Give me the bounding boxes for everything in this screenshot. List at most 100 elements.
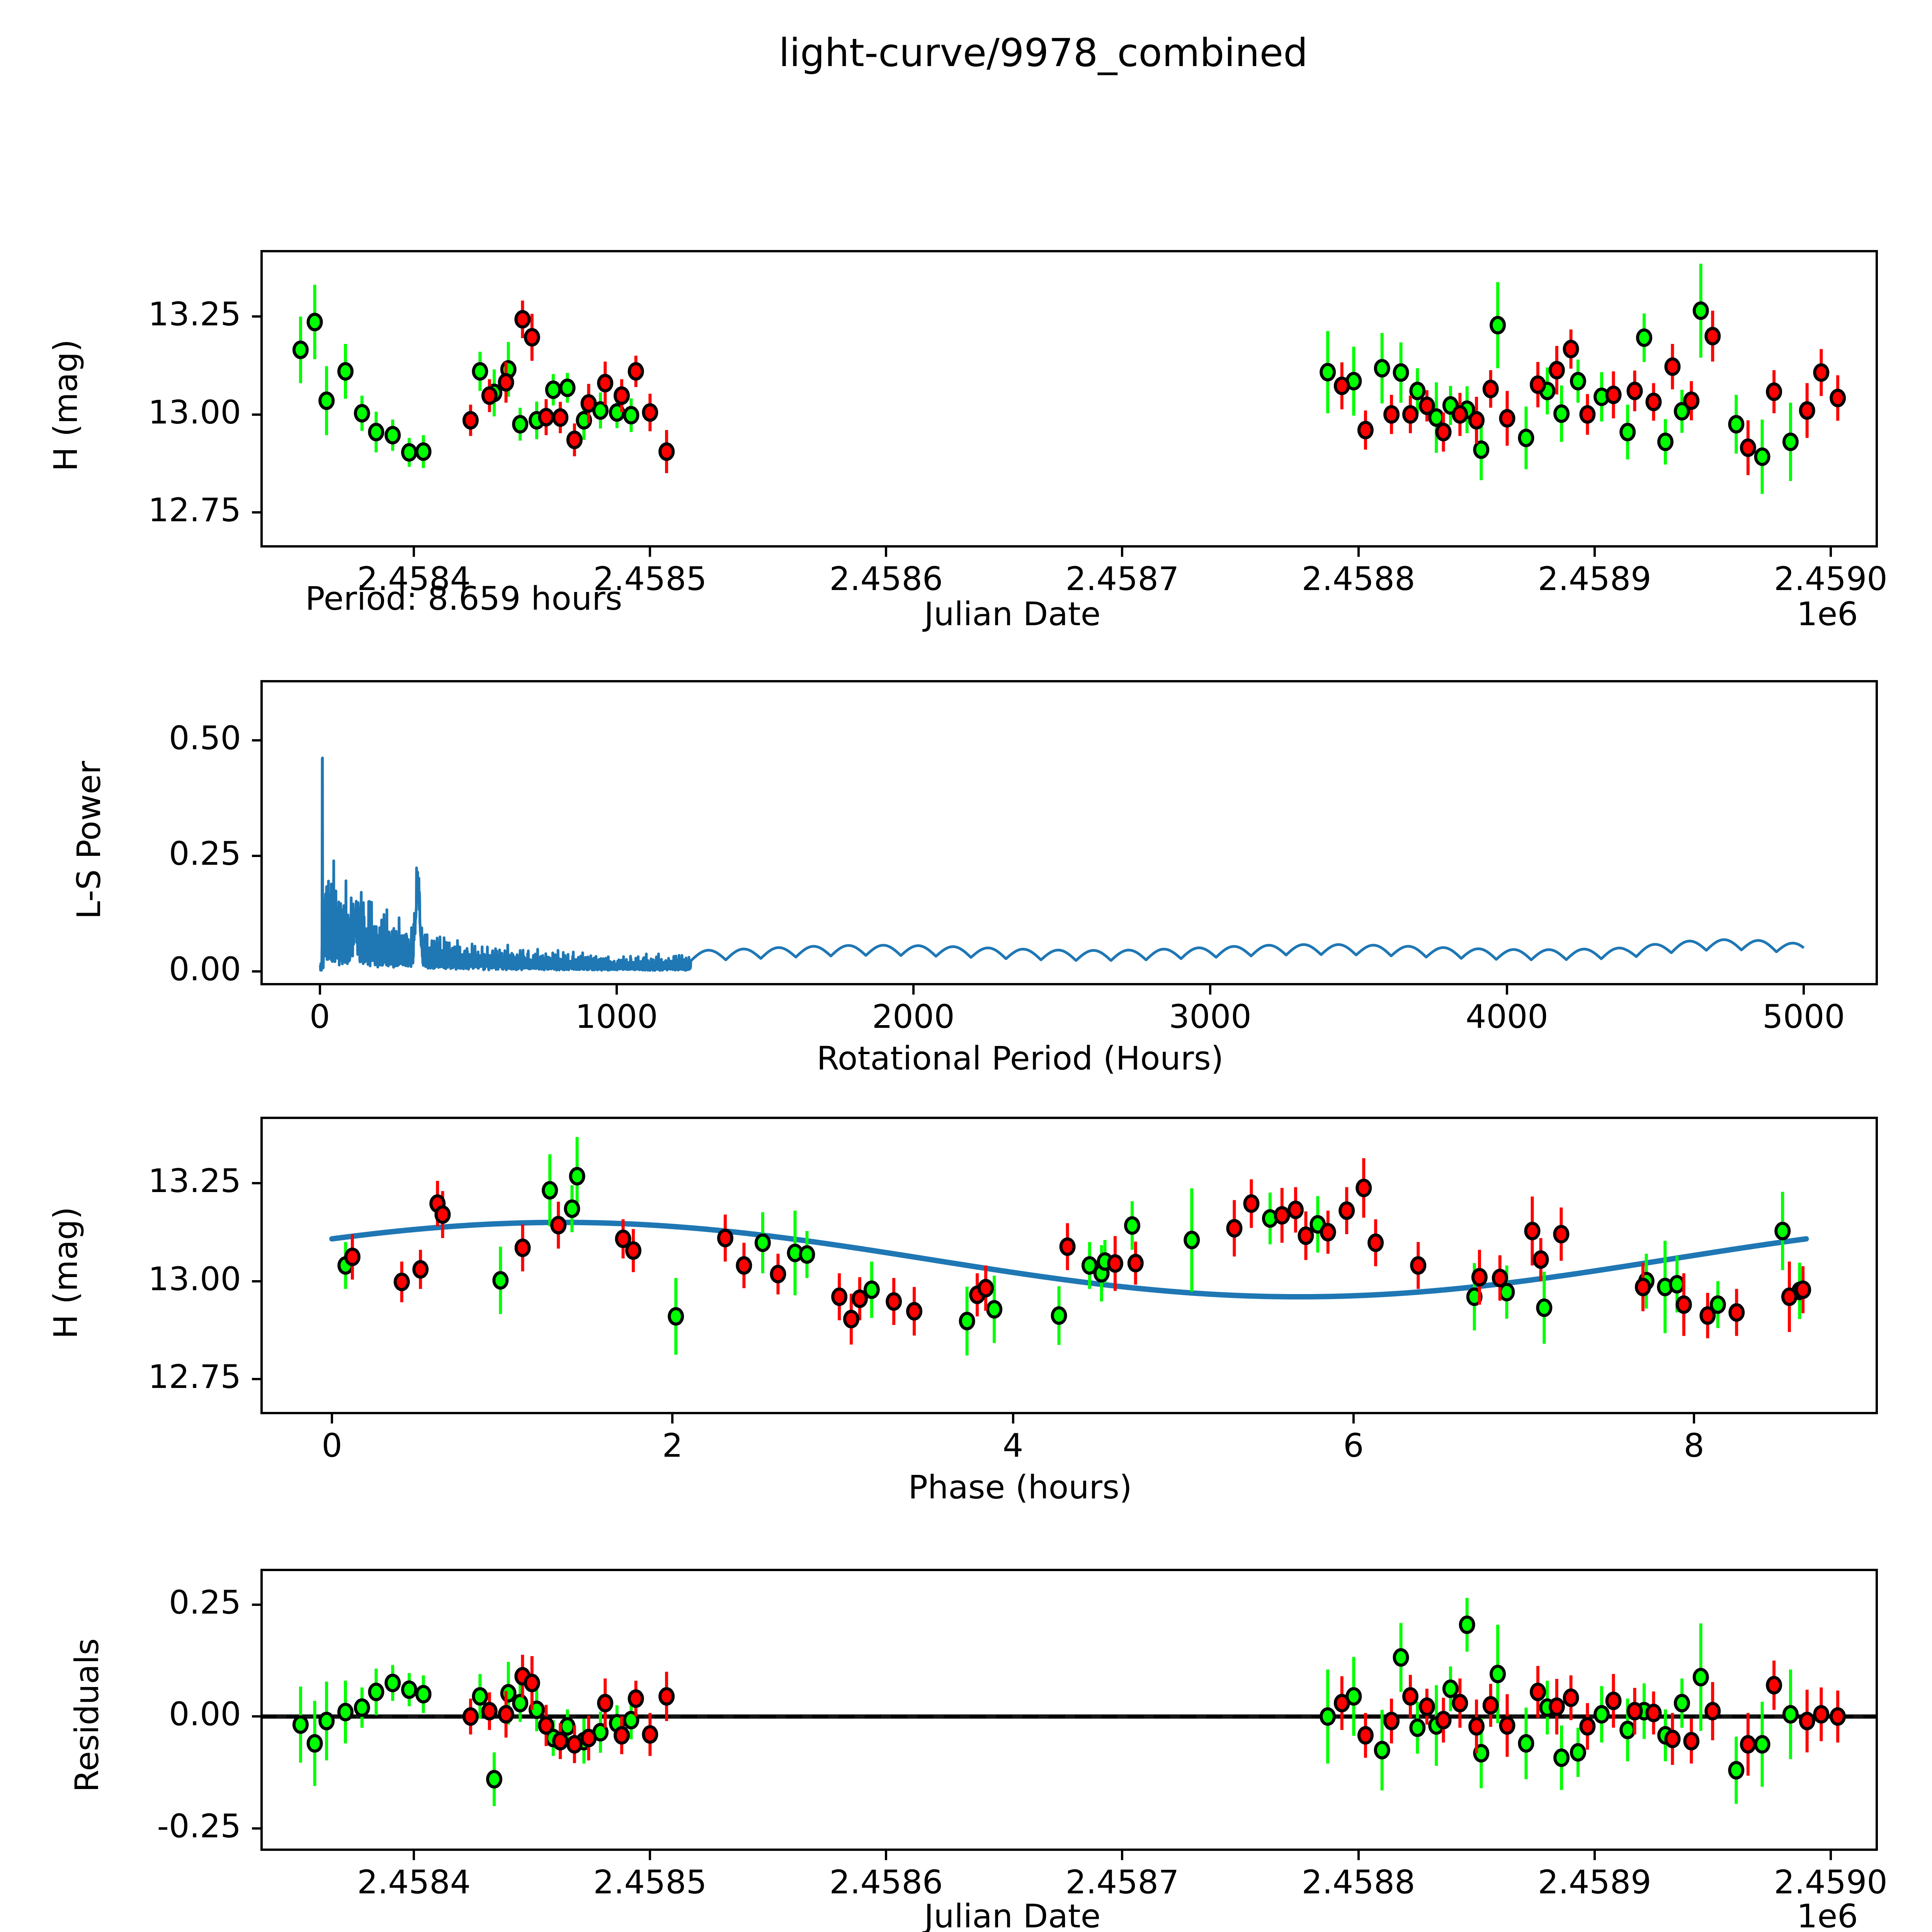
tick-mark xyxy=(1209,985,1211,995)
data-point xyxy=(1452,1694,1468,1713)
data-point xyxy=(1482,1696,1499,1715)
data-point xyxy=(550,1216,567,1235)
series-green xyxy=(292,264,1799,494)
tick-mark xyxy=(331,1414,333,1423)
data-point xyxy=(1683,391,1700,410)
data-point xyxy=(1374,359,1390,378)
data-point xyxy=(1563,340,1579,359)
tick-mark xyxy=(1505,985,1508,995)
data-point xyxy=(1333,376,1350,395)
data-point xyxy=(1383,405,1400,424)
tick-mark xyxy=(252,511,260,514)
y-tick-label: 0.25 xyxy=(168,834,241,872)
data-point xyxy=(580,394,597,413)
x-tick-label: 2.4584 xyxy=(357,1863,471,1901)
data-point xyxy=(1524,1221,1541,1240)
data-point xyxy=(1482,379,1499,398)
data-point xyxy=(580,1729,597,1747)
y-tick-label: 0.25 xyxy=(168,1583,241,1621)
y-tick-label: 0.50 xyxy=(168,719,241,757)
panel0-plot-area xyxy=(292,264,1846,494)
x-tick-label: 2.4587 xyxy=(1065,1863,1179,1901)
data-point xyxy=(318,1711,335,1730)
panel1-plot-area xyxy=(319,756,1805,972)
data-point xyxy=(1605,385,1622,404)
data-point xyxy=(843,1310,859,1328)
data-point xyxy=(1699,1306,1716,1325)
tick-mark xyxy=(252,1603,260,1606)
data-point xyxy=(1830,388,1846,407)
panel2-xlabel: Phase (hours) xyxy=(908,1468,1132,1506)
x-tick-label: 2.4584 xyxy=(357,560,471,598)
series-red xyxy=(462,300,1846,475)
data-point xyxy=(615,1230,631,1248)
data-point xyxy=(1468,1717,1485,1736)
panel3-xlabel: Julian Date xyxy=(924,1897,1101,1932)
data-point xyxy=(1473,440,1490,459)
data-point xyxy=(1338,1201,1355,1220)
x-tick-label: 2.4586 xyxy=(829,560,943,598)
tick-mark xyxy=(649,1851,651,1860)
tick-mark xyxy=(1802,985,1805,995)
data-point xyxy=(1374,1741,1390,1760)
data-point xyxy=(959,1311,975,1330)
data-point xyxy=(564,1199,580,1218)
tick-mark xyxy=(1593,1851,1596,1860)
data-point xyxy=(1704,327,1721,345)
data-point xyxy=(1320,1707,1336,1726)
y-tick-label: -0.25 xyxy=(157,1807,241,1845)
data-point xyxy=(1626,381,1643,400)
data-point xyxy=(1530,375,1546,394)
data-point xyxy=(354,404,370,423)
data-point xyxy=(1594,1705,1610,1724)
panel2-frame xyxy=(260,1117,1878,1414)
tick-mark xyxy=(1357,1851,1360,1860)
data-point xyxy=(1774,1221,1791,1240)
tick-mark xyxy=(252,1827,260,1830)
data-point xyxy=(1675,1295,1692,1314)
data-point xyxy=(1333,1694,1350,1713)
data-point xyxy=(1518,1734,1534,1753)
data-point xyxy=(736,1256,752,1275)
data-point xyxy=(1383,1711,1400,1730)
data-point xyxy=(1673,1694,1690,1713)
data-point xyxy=(1740,1735,1756,1754)
tick-mark xyxy=(1693,1414,1696,1423)
data-point xyxy=(1830,1707,1846,1726)
data-point xyxy=(613,1726,630,1745)
data-point xyxy=(1553,404,1570,423)
data-point xyxy=(1645,393,1662,412)
data-point xyxy=(1409,381,1426,400)
data-point xyxy=(770,1265,786,1284)
data-point xyxy=(538,1716,554,1735)
tick-mark xyxy=(318,985,321,995)
data-point xyxy=(1728,415,1745,434)
data-point xyxy=(1766,1676,1782,1695)
data-point xyxy=(1673,402,1690,421)
data-point xyxy=(906,1302,923,1321)
data-point xyxy=(1799,1711,1815,1730)
data-point xyxy=(472,362,488,381)
data-point xyxy=(545,380,561,399)
data-point xyxy=(415,442,432,461)
tick-mark xyxy=(1829,1851,1832,1860)
data-point xyxy=(1781,1287,1798,1306)
tick-mark xyxy=(1121,1851,1124,1860)
x-tick-label: 2.4589 xyxy=(1537,1863,1651,1901)
data-point xyxy=(552,1732,569,1751)
data-point xyxy=(1287,1201,1304,1219)
sinusoid-fit-line xyxy=(329,1219,1809,1300)
x-tick-label: 2 xyxy=(662,1427,683,1464)
data-point xyxy=(1683,1732,1700,1751)
data-point xyxy=(1813,363,1830,382)
data-point xyxy=(559,1717,576,1736)
x-tick-label: 2.4588 xyxy=(1301,560,1415,598)
tick-mark xyxy=(671,1414,674,1423)
data-point xyxy=(668,1307,684,1326)
data-point xyxy=(1442,1679,1459,1698)
x-tick-label: 1000 xyxy=(575,998,658,1036)
y-tick-label: 13.25 xyxy=(148,295,241,333)
data-point xyxy=(1127,1253,1144,1272)
data-point xyxy=(415,1685,432,1704)
phase-folded-panel xyxy=(260,1117,1878,1414)
